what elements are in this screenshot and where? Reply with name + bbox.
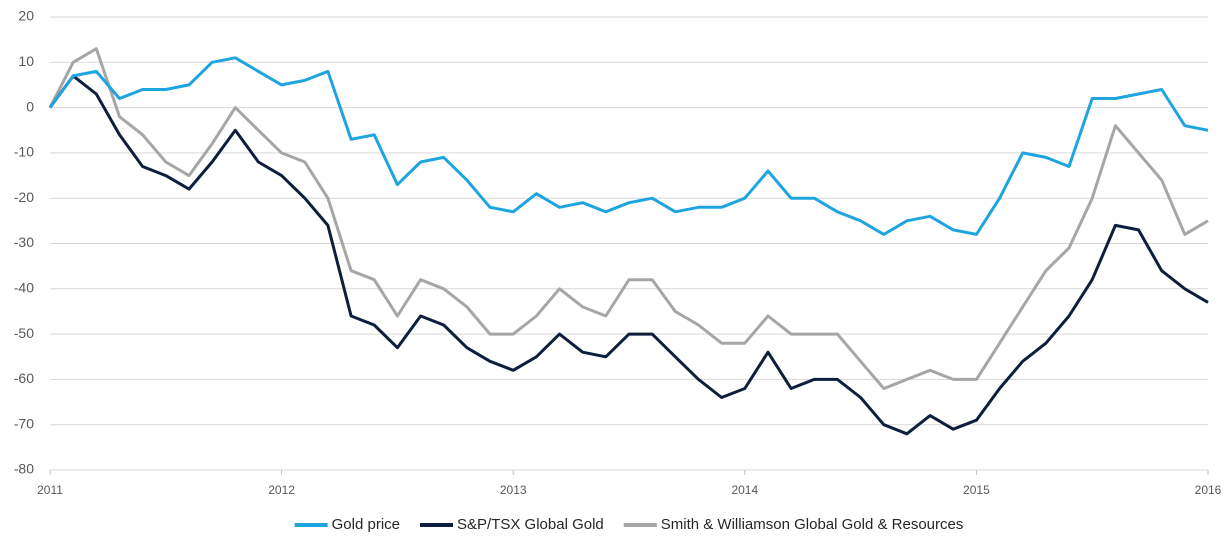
y-tick-label: 0 xyxy=(26,98,34,114)
y-tick-label: 10 xyxy=(18,53,34,69)
legend-label: S&P/TSX Global Gold xyxy=(457,516,604,533)
y-tick-label: -20 xyxy=(14,189,34,205)
y-tick-label: -30 xyxy=(14,234,34,250)
x-tick-label: 2011 xyxy=(37,483,63,497)
y-tick-label: -40 xyxy=(14,280,34,296)
x-tick-label: 2015 xyxy=(963,483,990,497)
legend-label: Smith & Williamson Global Gold & Resourc… xyxy=(661,516,964,533)
legend: Gold price S&P/TSX Global Gold Smith & Wil… xyxy=(294,516,964,533)
y-tick-label: -10 xyxy=(14,144,34,160)
legend-label: Gold price xyxy=(332,516,400,533)
x-tick-label: 2016 xyxy=(1195,483,1222,497)
series-line xyxy=(48,74,1209,436)
y-tick-label: -70 xyxy=(14,415,34,431)
x-tick-label: 2014 xyxy=(731,483,758,497)
series-line xyxy=(48,56,1209,236)
y-tick-label: -60 xyxy=(14,370,34,386)
y-tick-label: -80 xyxy=(14,461,34,477)
x-tick-label: 2012 xyxy=(268,483,295,497)
series-line xyxy=(48,47,1209,390)
x-tick-label: 2013 xyxy=(500,483,527,497)
y-tick-label: 20 xyxy=(18,8,34,24)
y-tick-label: -50 xyxy=(14,325,34,341)
